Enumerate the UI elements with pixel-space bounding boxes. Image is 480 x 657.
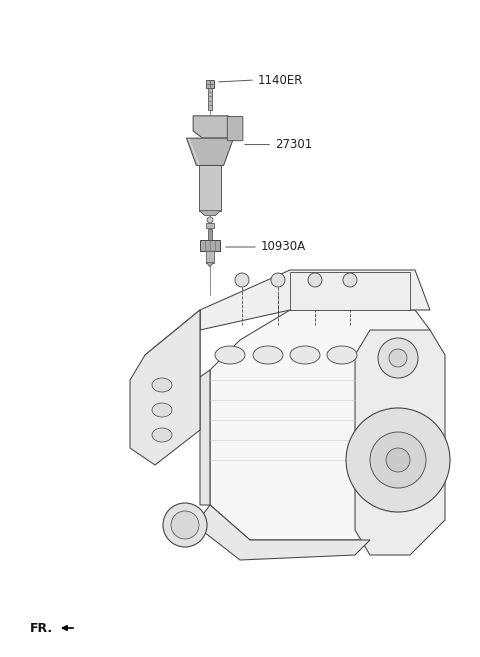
Ellipse shape [215, 346, 245, 364]
Bar [206, 80, 214, 87]
Bar [200, 166, 220, 211]
FancyBboxPatch shape [227, 116, 243, 141]
Polygon shape [195, 505, 370, 560]
Ellipse shape [327, 346, 357, 364]
Polygon shape [355, 330, 445, 555]
Polygon shape [200, 211, 220, 215]
Ellipse shape [152, 403, 172, 417]
Ellipse shape [152, 428, 172, 442]
Circle shape [207, 217, 213, 223]
Circle shape [343, 273, 357, 287]
Circle shape [308, 273, 322, 287]
Ellipse shape [290, 346, 320, 364]
Text: 1140ER: 1140ER [258, 74, 303, 87]
Circle shape [271, 273, 285, 287]
Bar [206, 250, 214, 263]
Circle shape [378, 338, 418, 378]
Ellipse shape [152, 378, 172, 392]
Circle shape [235, 273, 249, 287]
Text: FR.: FR. [30, 622, 53, 635]
Polygon shape [145, 310, 210, 505]
Text: 27301: 27301 [275, 138, 312, 151]
Bar [290, 272, 410, 310]
Circle shape [171, 511, 199, 539]
Polygon shape [193, 116, 238, 138]
Polygon shape [186, 138, 234, 166]
Text: 10930A: 10930A [261, 240, 306, 254]
Bar [208, 87, 212, 110]
Bar [206, 223, 214, 229]
Circle shape [386, 448, 410, 472]
Polygon shape [206, 263, 214, 267]
Polygon shape [210, 310, 430, 540]
Circle shape [346, 408, 450, 512]
Circle shape [370, 432, 426, 488]
Bar [208, 229, 212, 240]
Circle shape [163, 503, 207, 547]
Bar [200, 240, 220, 250]
Ellipse shape [253, 346, 283, 364]
Polygon shape [200, 270, 430, 330]
Circle shape [389, 349, 407, 367]
Polygon shape [130, 310, 200, 465]
